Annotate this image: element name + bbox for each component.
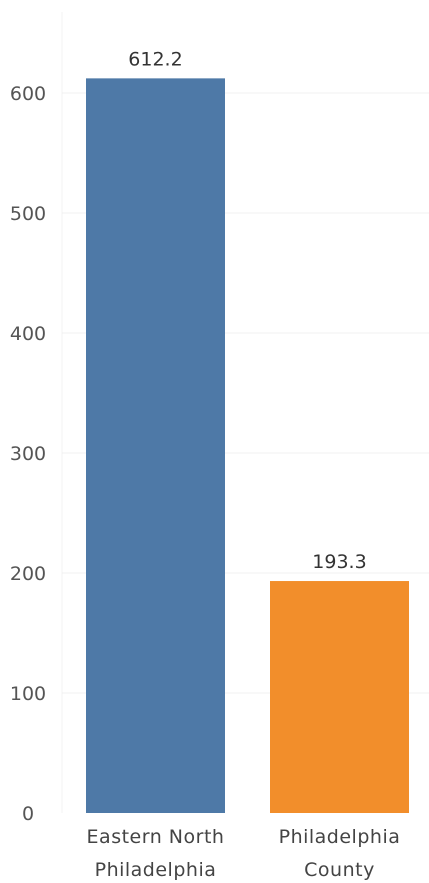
y-tick-label: 200	[10, 563, 46, 585]
y-tick-label: 100	[10, 683, 46, 705]
y-tick-label: 0	[22, 803, 34, 825]
bar-value-label: 612.2	[128, 48, 182, 70]
y-tick-label: 400	[10, 323, 46, 345]
bars	[86, 78, 409, 814]
bar	[86, 78, 225, 814]
x-axis-labels: Eastern North Philadelphia Philadelphia Cou…	[87, 826, 401, 881]
bar-value-label: 193.3	[312, 551, 366, 573]
x-tick-label: Philadelphia	[95, 859, 217, 881]
y-axis-ticks: 0 100 200 300 400 500 600	[10, 83, 46, 825]
bar	[270, 581, 409, 813]
data-labels: 612.2 193.3	[128, 48, 366, 573]
y-tick-label: 500	[10, 203, 46, 225]
y-tick-label: 600	[10, 83, 46, 105]
y-tick-label: 300	[10, 443, 46, 465]
x-tick-label: County	[304, 859, 375, 881]
x-tick-label: Philadelphia	[279, 826, 401, 848]
x-tick-label: Eastern North	[87, 826, 225, 848]
